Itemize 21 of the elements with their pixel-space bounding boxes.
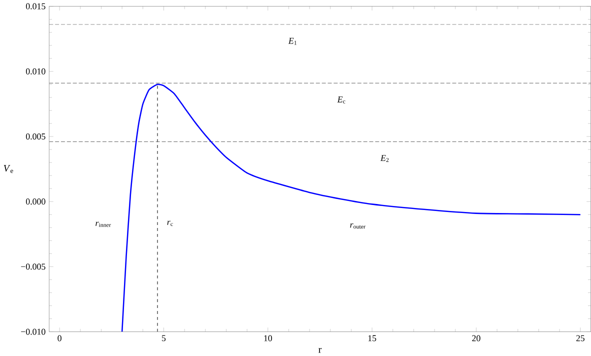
x-tick-label: 10 [264, 335, 272, 342]
line-series [121, 84, 582, 332]
y-tick-label: −0.010 [21, 328, 46, 335]
ref-line-label: r$_{c}$ [167, 220, 173, 226]
y-tick-label: −0.005 [21, 264, 46, 270]
annotation: r$_{inner}$ [96, 222, 111, 227]
annotation: r$_{outer}$ [350, 223, 366, 229]
y-axis-title: V$_{e}$ [4, 165, 14, 174]
ref-line-label: E$_{c}$ [337, 96, 346, 104]
ref-line-label: E$_{2}$ [380, 155, 389, 162]
x-tick-label: 20 [472, 335, 480, 342]
y-tick-label: 0.015 [26, 3, 46, 10]
y-tick-label: 0.000 [26, 198, 46, 205]
ref-line-label: E$_{1}$ [288, 38, 296, 45]
x-axis-title: r [318, 348, 322, 353]
x-tick-label: 15 [368, 335, 376, 342]
y-tick-label: 0.005 [26, 133, 46, 140]
y-tick-label: 0.010 [26, 68, 46, 74]
x-tick-label: 25 [576, 335, 584, 342]
x-tick-label: 5 [162, 335, 166, 342]
x-tick-label: 0 [58, 335, 62, 342]
